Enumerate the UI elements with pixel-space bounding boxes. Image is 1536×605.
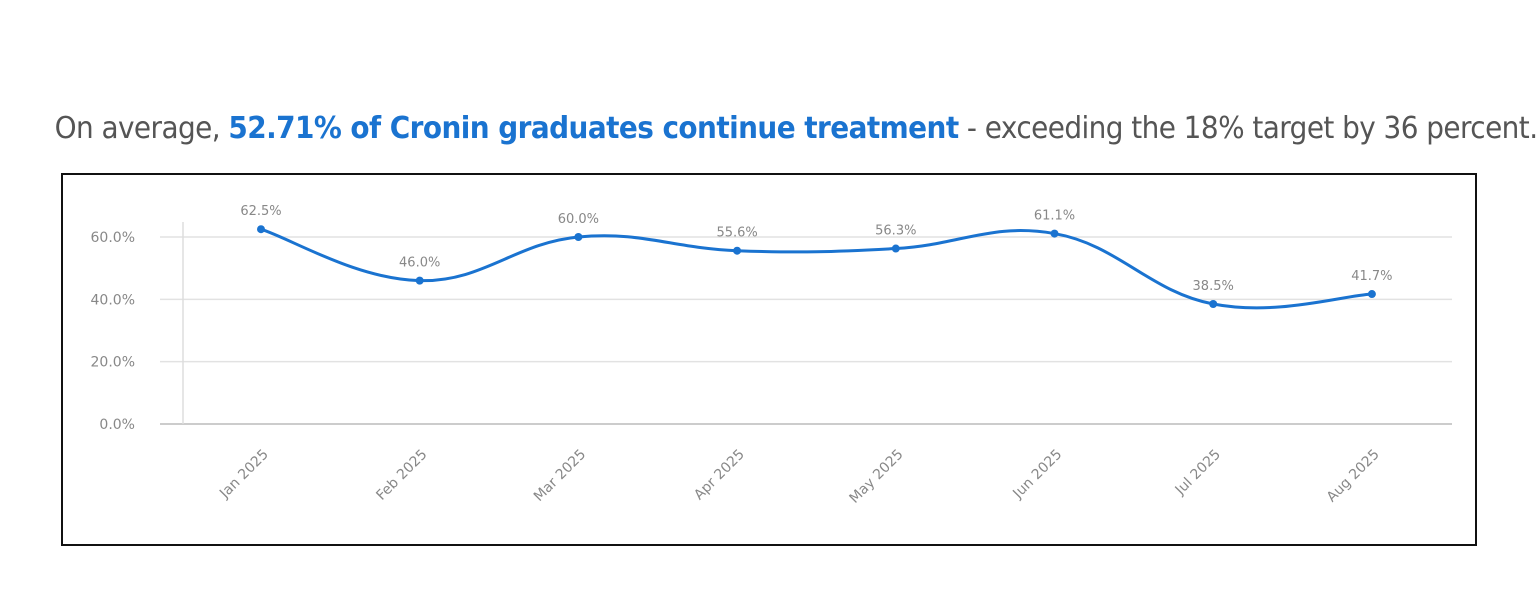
headline-highlight: 52.71% of Cronin graduates continue trea… [228, 111, 959, 146]
x-tick-label: Aug 2025 [1324, 447, 1383, 506]
series-line [260, 227, 1372, 310]
y-tick-label: 0.0% [99, 417, 135, 433]
x-tick-label: Mar 2025 [531, 447, 589, 505]
data-point [1209, 300, 1218, 309]
x-tick-label: May 2025 [847, 447, 907, 507]
y-tick-label: 40.0% [91, 292, 135, 308]
data-point [891, 244, 900, 253]
data-label: 41.7% [1351, 269, 1392, 284]
x-tick-label: Feb 2025 [373, 447, 430, 504]
chart-frame [61, 173, 1477, 546]
x-tick-label: Jul 2025 [1172, 447, 1224, 499]
data-point [257, 225, 265, 234]
headline-suffix: - exceeding the 18% target by 36 percent… [958, 111, 1536, 146]
data-point [733, 246, 742, 255]
x-tick-label: Jun 2025 [1009, 447, 1065, 503]
y-tick-label: 60.0% [91, 230, 135, 246]
data-point [1050, 229, 1059, 238]
data-point [574, 233, 583, 241]
data-label: 62.5% [240, 204, 281, 219]
data-label: 56.3% [875, 224, 916, 239]
data-label: 60.0% [558, 212, 599, 227]
data-point [415, 276, 424, 285]
data-label: 38.5% [1193, 279, 1234, 294]
x-tick-label: Jan 2025 [216, 447, 272, 503]
data-label: 55.6% [716, 226, 757, 241]
y-tick-label: 20.0% [91, 355, 135, 371]
data-label: 61.1% [1034, 209, 1075, 224]
headline-prefix: On average, [54, 111, 229, 146]
x-tick-label: Apr 2025 [691, 447, 748, 504]
data-point [1367, 290, 1376, 299]
data-label: 46.0% [399, 256, 440, 271]
headline: On average, 52.71% of Cronin graduates c… [54, 111, 1536, 146]
